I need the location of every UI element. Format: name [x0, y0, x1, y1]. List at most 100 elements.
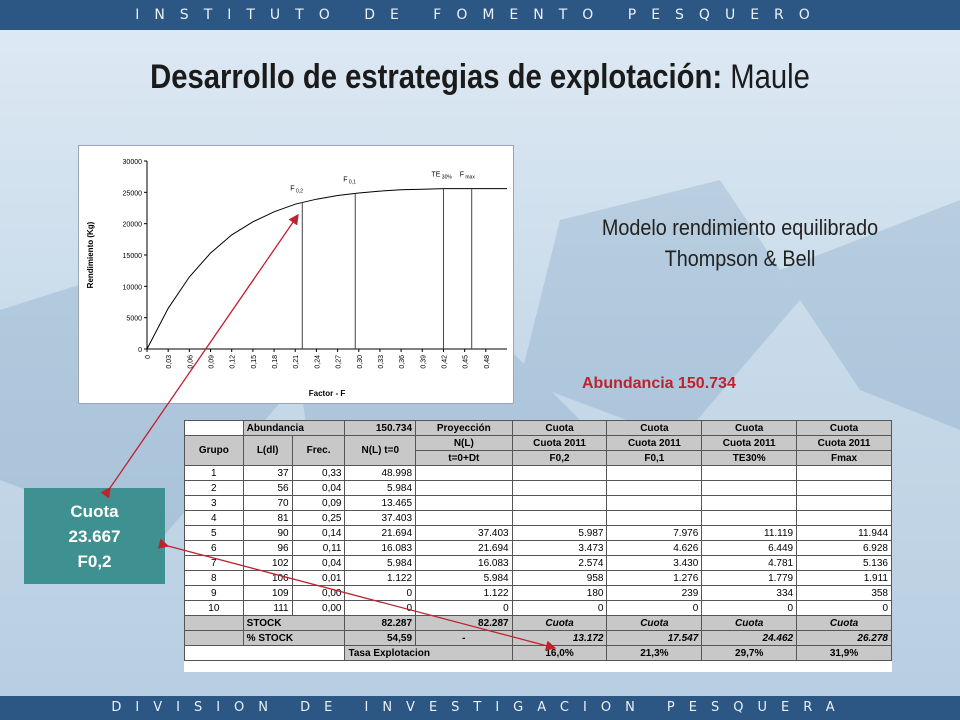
- value-cell: 4.626: [606, 540, 703, 556]
- value-cell: 1.779: [701, 570, 798, 586]
- column-subheader: F0,2: [511, 450, 608, 466]
- value-cell: 6.928: [796, 540, 892, 556]
- pct-stock-label: % STOCK: [242, 630, 346, 646]
- value-cell: 0,00: [291, 600, 346, 616]
- table-row: 10 111 0,00 0 0 0 0 0 0: [184, 600, 892, 616]
- y-tick-label: 10000: [123, 284, 143, 291]
- reference-label-sub: 0,2: [295, 189, 304, 195]
- tasa-value: 21,3%: [606, 645, 703, 661]
- table-row: 1 37 0,33 48.998: [184, 465, 892, 481]
- tasa-value: 31,9%: [796, 645, 892, 661]
- group-cell: 7: [184, 555, 244, 571]
- header-row-1: Abundancia 150.734 Proyección Cuota Cuota Cuo…: [184, 420, 892, 436]
- value-cell: 109: [242, 585, 293, 601]
- value-cell: 0,25: [291, 510, 346, 526]
- value-cell: 1.911: [796, 570, 892, 586]
- header-cuota: Cuota: [511, 420, 608, 436]
- stock-blank: [184, 615, 244, 631]
- page-title: Desarrollo de estrategias de explotación…: [67, 58, 893, 97]
- x-tick-label: 0,18: [272, 355, 279, 369]
- model-line-2: Thompson & Bell: [664, 246, 816, 271]
- header-row-3: t=0+Dt F0,2 F0,1 TE30% Fmax: [185, 450, 892, 466]
- value-cell: 5.984: [344, 480, 417, 496]
- cuota-value: 23.667: [68, 526, 121, 546]
- value-cell: 334: [701, 585, 798, 601]
- value-cell: 37.403: [344, 510, 417, 526]
- y-tick-label: 30000: [123, 159, 143, 166]
- value-cell: [701, 465, 798, 481]
- x-tick-label: 0,09: [209, 355, 216, 369]
- column-header: Cuota 2011: [511, 435, 608, 451]
- reference-label: F 0,2: [290, 186, 303, 195]
- column-header: Frec.: [291, 435, 346, 466]
- header-cuota: Cuota: [796, 420, 892, 436]
- value-cell: 21.694: [415, 540, 513, 556]
- stock-row: STOCK 82.287 82.287 Cuota Cuota Cuota Cuota: [184, 615, 892, 631]
- header-proyeccion: Proyección: [415, 420, 513, 436]
- x-tick-label: 0,48: [484, 355, 491, 369]
- yield-chart: 0 5000 10000 15000 20000 25000 30000 0 0,03 0,06 0…: [78, 145, 514, 404]
- cuota-reference: F0,2: [77, 551, 112, 571]
- value-cell: 0,01: [291, 570, 346, 586]
- header-abundancia-value: 150.734: [344, 420, 417, 436]
- value-cell: 11.119: [701, 525, 798, 541]
- model-description: Modelo rendimiento equilibrado Thompson …: [560, 212, 920, 274]
- table-row: 2 56 0,04 5.984: [184, 480, 892, 496]
- model-line-1: Modelo rendimiento equilibrado: [601, 215, 879, 240]
- y-tick-label: 20000: [123, 222, 143, 229]
- value-cell: [796, 495, 892, 511]
- group-cell: 4: [184, 510, 244, 526]
- value-cell: [415, 495, 513, 511]
- value-cell: 21.694: [344, 525, 417, 541]
- column-header: N(L): [415, 435, 513, 451]
- column-header: L(dl): [242, 435, 293, 466]
- y-axis-title: Rendimiento (Kg): [86, 221, 95, 288]
- value-cell: [796, 510, 892, 526]
- value-cell: 0,04: [291, 555, 346, 571]
- header-abundancia-label: Abundancia: [242, 420, 346, 436]
- value-cell: [701, 480, 798, 496]
- cuota-box: Cuota 23.667 F0,2: [24, 488, 165, 584]
- tasa-row: Tasa Explotacion 16,0% 21,3% 29,7% 31,9%: [183, 645, 892, 661]
- value-cell: 13.465: [344, 495, 417, 511]
- y-tick-label: 15000: [123, 253, 143, 260]
- stock-value: 82.287: [344, 615, 417, 631]
- reference-label-sub: 30%: [440, 175, 452, 181]
- x-tick-label: 0,45: [463, 355, 470, 369]
- y-tick-label: 5000: [126, 316, 142, 323]
- value-cell: 180: [511, 585, 608, 601]
- quota-table-container: Abundancia 150.734 Proyección Cuota Cuota Cuo…: [183, 420, 892, 672]
- value-cell: 6.449: [701, 540, 798, 556]
- group-cell: 1: [184, 465, 244, 481]
- value-cell: 0,09: [291, 495, 346, 511]
- column-header: Cuota 2011: [701, 435, 798, 451]
- value-cell: [415, 510, 513, 526]
- x-tick-label: 0,06: [187, 355, 194, 369]
- value-cell: 37: [242, 465, 293, 481]
- value-cell: 0: [415, 600, 513, 616]
- header-blank: [184, 420, 244, 436]
- value-cell: 1.122: [415, 585, 513, 601]
- tasa-value: 29,7%: [701, 645, 798, 661]
- footer-band: DIVISION DE INVESTIGACION PESQUERA: [0, 696, 960, 720]
- value-cell: 1.122: [344, 570, 417, 586]
- column-subheader: TE30%: [701, 450, 798, 466]
- value-cell: 81: [242, 510, 293, 526]
- pct-stock-cuota: 17.547: [606, 630, 703, 646]
- group-cell: 9: [184, 585, 244, 601]
- value-cell: [606, 510, 703, 526]
- pct-stock-cuota: 26.278: [796, 630, 892, 646]
- header-row-2: Grupo L(dl) Frec. N(L) t=0 N(L) Cuota 2011 Cuo…: [184, 435, 892, 466]
- value-cell: 0,14: [291, 525, 346, 541]
- quota-table: Abundancia 150.734 Proyección Cuota Cuota Cuo…: [183, 420, 892, 661]
- x-tick-label: 0,30: [357, 355, 364, 369]
- x-tick-label: 0,24: [314, 355, 321, 369]
- reference-label-sub: max: [464, 175, 475, 181]
- value-cell: 16.083: [415, 555, 513, 571]
- value-cell: 958: [511, 570, 608, 586]
- value-cell: 56: [242, 480, 293, 496]
- pct-stock-cuota: 13.172: [511, 630, 608, 646]
- table-row: 6 96 0,11 16.083 21.694 3.473 4.626 6.449 6.928: [184, 540, 892, 556]
- value-cell: 5.136: [796, 555, 892, 571]
- header-cuota: Cuota: [606, 420, 703, 436]
